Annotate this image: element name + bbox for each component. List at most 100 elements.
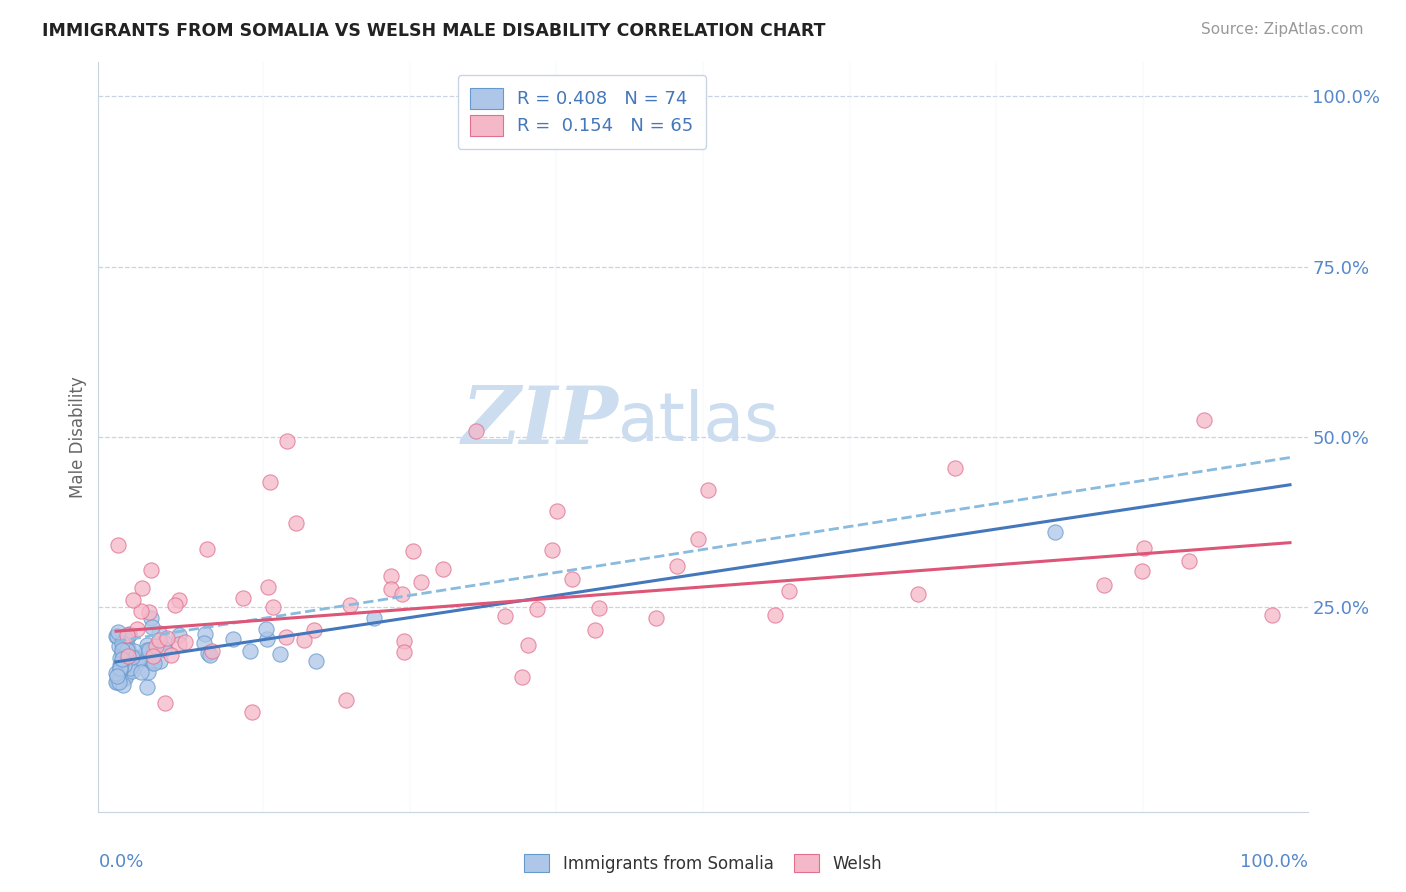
Point	[194, 627, 217, 641]
Point	[141, 620, 163, 634]
Point	[262, 600, 284, 615]
Point	[363, 611, 385, 625]
Point	[149, 654, 172, 668]
Point	[111, 636, 134, 650]
Point	[138, 605, 160, 619]
Point	[115, 648, 138, 662]
Point	[541, 543, 564, 558]
Point	[110, 657, 132, 672]
Point	[107, 639, 129, 653]
Point	[107, 538, 129, 552]
Point	[105, 629, 128, 643]
Point	[546, 503, 568, 517]
Point	[136, 665, 159, 680]
Point	[174, 635, 197, 649]
Legend: R = 0.408   N = 74, R =  0.154   N = 65: R = 0.408 N = 74, R = 0.154 N = 65	[458, 75, 706, 149]
Point	[1192, 412, 1215, 426]
Point	[240, 706, 263, 720]
Point	[107, 669, 129, 683]
Point	[160, 648, 183, 663]
Point	[108, 657, 131, 672]
Point	[391, 587, 413, 601]
Point	[696, 483, 718, 498]
Point	[276, 630, 298, 644]
Point	[112, 658, 135, 673]
Point	[1043, 524, 1066, 539]
Text: ZIP: ZIP	[461, 384, 619, 461]
Point	[105, 675, 128, 690]
Point	[118, 627, 141, 641]
Point	[121, 593, 143, 607]
Point	[108, 661, 131, 675]
Point	[115, 668, 138, 682]
Point	[139, 611, 162, 625]
Point	[117, 649, 139, 664]
Point	[193, 636, 215, 650]
Y-axis label: Male Disability: Male Disability	[69, 376, 87, 498]
Point	[111, 678, 134, 692]
Point	[464, 424, 486, 438]
Point	[1133, 541, 1156, 555]
Point	[108, 675, 131, 690]
Point	[392, 634, 415, 648]
Point	[907, 587, 929, 601]
Point	[392, 645, 415, 659]
Point	[198, 648, 221, 663]
Point	[666, 559, 689, 574]
Point	[588, 601, 610, 615]
Point	[111, 647, 134, 661]
Point	[494, 609, 516, 624]
Point	[111, 654, 134, 668]
Point	[148, 632, 170, 647]
Text: Source: ZipAtlas.com: Source: ZipAtlas.com	[1201, 22, 1364, 37]
Point	[135, 639, 157, 653]
Point	[131, 581, 153, 595]
Point	[121, 649, 143, 664]
Point	[108, 661, 131, 675]
Point	[1092, 578, 1115, 592]
Point	[153, 635, 176, 649]
Point	[117, 629, 139, 643]
Point	[118, 628, 141, 642]
Point	[201, 644, 224, 658]
Point	[108, 651, 131, 665]
Point	[561, 572, 583, 586]
Point	[118, 660, 141, 674]
Point	[335, 693, 357, 707]
Point	[121, 664, 143, 678]
Point	[254, 622, 277, 636]
Point	[432, 562, 454, 576]
Point	[402, 544, 425, 558]
Point	[153, 696, 176, 710]
Point	[127, 651, 149, 665]
Point	[148, 625, 170, 640]
Point	[141, 563, 163, 577]
Point	[117, 641, 139, 656]
Point	[117, 638, 139, 652]
Point	[112, 658, 135, 673]
Point	[380, 582, 402, 596]
Point	[105, 629, 128, 643]
Point	[142, 642, 165, 657]
Point	[131, 665, 153, 680]
Point	[526, 602, 548, 616]
Point	[516, 638, 538, 652]
Point	[269, 647, 291, 661]
Point	[139, 652, 162, 666]
Point	[645, 611, 668, 625]
Point	[763, 608, 786, 623]
Point	[257, 580, 280, 594]
Point	[195, 542, 218, 557]
Point	[127, 622, 149, 636]
Point	[222, 632, 245, 647]
Point	[114, 644, 136, 658]
Point	[111, 643, 134, 657]
Point	[304, 624, 326, 638]
Point	[778, 584, 800, 599]
Point	[169, 637, 191, 651]
Point	[339, 598, 361, 612]
Point	[686, 533, 709, 547]
Point	[128, 652, 150, 666]
Point	[142, 654, 165, 668]
Point	[110, 651, 132, 665]
